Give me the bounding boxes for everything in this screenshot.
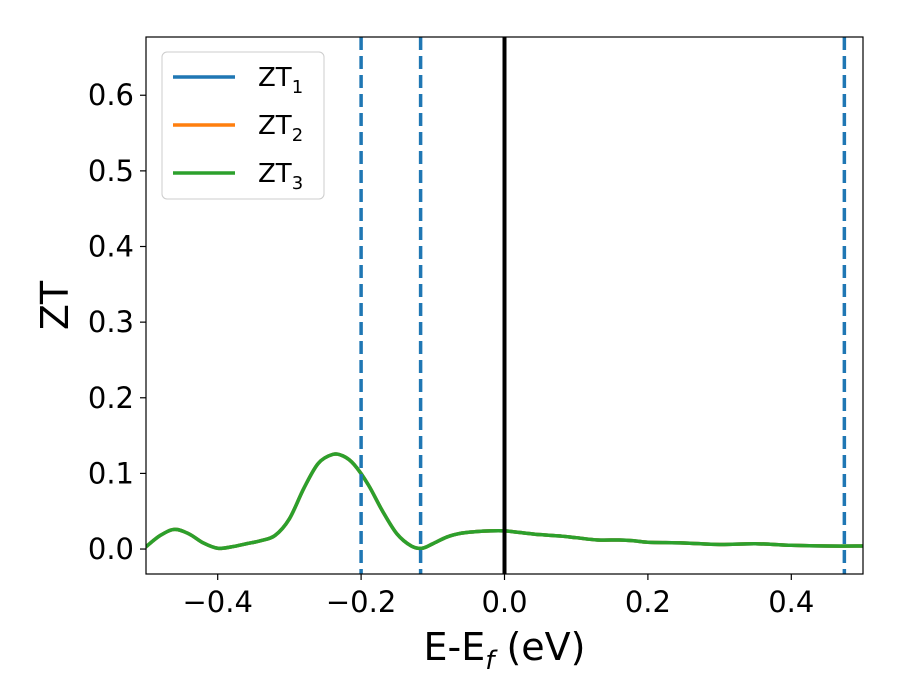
x-tick-label: 0.2 (625, 585, 671, 619)
legend-label-zt3: ZT3 (258, 159, 303, 194)
y-tick-label: 0.0 (88, 532, 134, 566)
legend: ZT1 ZT2 ZT3 (161, 51, 325, 200)
y-tick-label: 0.6 (88, 78, 134, 112)
y-tick-label: 0.5 (88, 154, 134, 188)
series-line-zt3 (146, 452, 863, 551)
x-tick-label: −0.2 (326, 585, 396, 619)
plot-area (146, 37, 863, 574)
y-tick-label: 0.3 (88, 305, 134, 339)
y-tick-label: 0.2 (88, 381, 134, 415)
legend-label-zt2: ZT2 (258, 111, 303, 146)
legend-box (161, 51, 325, 200)
y-tick-label: 0.4 (88, 230, 134, 264)
y-tick-label: 0.1 (88, 456, 134, 490)
y-axis: 0.0 0.1 0.2 0.3 0.4 0.5 0.6 (88, 78, 146, 566)
x-tick-label: −0.4 (182, 585, 252, 619)
legend-label-zt1: ZT1 (258, 63, 303, 98)
x-tick-label: 0.4 (768, 585, 814, 619)
x-axis: −0.4 −0.2 0.0 0.2 0.4 (182, 574, 814, 619)
x-axis-label-unit: (eV) (494, 625, 585, 669)
x-axis-label-main: E-E (424, 625, 486, 669)
y-axis-label: ZT (33, 280, 77, 330)
x-axis-label: E-Ef (eV) (424, 625, 586, 676)
x-tick-label: 0.0 (481, 585, 527, 619)
